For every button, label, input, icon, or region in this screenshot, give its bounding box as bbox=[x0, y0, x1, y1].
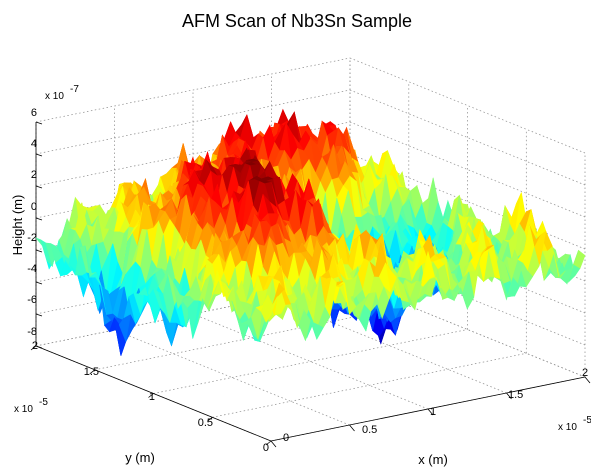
z-tick: -2 bbox=[27, 232, 37, 244]
x-tick: 0 bbox=[283, 432, 289, 444]
z-tick-mark bbox=[35, 313, 43, 317]
y-tick-mark bbox=[265, 440, 272, 446]
floor-grid-line bbox=[94, 305, 409, 371]
x-axis-label: x (m) bbox=[418, 452, 448, 467]
y-exponent-base: x 10 bbox=[14, 404, 33, 415]
wall-grid-line bbox=[349, 57, 586, 154]
z-tick: -4 bbox=[27, 263, 37, 275]
z-tick-mark bbox=[35, 185, 43, 189]
x-exponent-base: x 10 bbox=[558, 422, 577, 433]
wall-grid-line bbox=[35, 57, 351, 123]
wall-grid-line bbox=[35, 121, 351, 187]
y-tick-mark bbox=[148, 393, 154, 398]
y-tick: 1.5 bbox=[84, 366, 99, 378]
x-tick-mark bbox=[427, 408, 434, 416]
z-tick: 4 bbox=[31, 138, 37, 150]
y-axis-label: y (m) bbox=[125, 450, 155, 465]
x-exponent: x 10 -5 bbox=[558, 415, 591, 433]
x-tick: 1 bbox=[430, 406, 436, 418]
z-exponent-base: x 10 bbox=[45, 91, 64, 102]
y-tick: 0.5 bbox=[198, 417, 213, 429]
y-tick-mark bbox=[89, 369, 96, 375]
y-tick-mark bbox=[207, 416, 213, 422]
z-exponent-power: -7 bbox=[70, 84, 79, 95]
surface-patch bbox=[311, 323, 324, 341]
floor-grid-line bbox=[153, 329, 468, 394]
z-tick-mark bbox=[35, 217, 43, 221]
z-tick-mark bbox=[35, 249, 43, 253]
x-tick: 1.5 bbox=[508, 389, 523, 401]
z-tick: -8 bbox=[27, 326, 37, 338]
y-tick-labels: 2 1.5 1 0.5 0 bbox=[32, 340, 269, 454]
y-tick: 2 bbox=[32, 340, 38, 352]
z-tick-mark bbox=[35, 345, 43, 349]
z-tick-mark bbox=[35, 281, 43, 285]
x-tick: 2 bbox=[582, 367, 588, 379]
surface-mesh bbox=[35, 108, 586, 356]
z-tick: 0 bbox=[31, 201, 37, 213]
z-tick-mark bbox=[35, 153, 43, 157]
z-exponent: x 10 -7 bbox=[45, 84, 79, 102]
x-tick: 0.5 bbox=[362, 424, 377, 436]
x-tick-mark bbox=[506, 392, 512, 400]
axes-box bbox=[30, 121, 591, 448]
x-tick-mark bbox=[270, 440, 277, 448]
z-tick-mark bbox=[35, 121, 43, 125]
y-exponent-power: -5 bbox=[39, 397, 48, 408]
z-axis-label: Height (m) bbox=[10, 195, 25, 256]
z-tick-labels: 6 4 2 0 -2 -4 -6 -8 bbox=[27, 107, 37, 338]
y-tick: 0 bbox=[263, 442, 269, 454]
z-tick: 2 bbox=[31, 169, 37, 181]
z-tick: -6 bbox=[27, 294, 37, 306]
x-exponent-power: -5 bbox=[583, 415, 591, 426]
surface-patch bbox=[265, 296, 278, 323]
floor-grid-line bbox=[212, 352, 527, 418]
chart-title: AFM Scan of Nb3Sn Sample bbox=[182, 11, 412, 31]
x-tick-labels: 0 0.5 1 1.5 2 bbox=[283, 367, 588, 444]
y-tick: 1 bbox=[149, 391, 155, 403]
y-tick-mark bbox=[30, 345, 37, 351]
wall-grid-line bbox=[35, 89, 351, 155]
x-tick-mark bbox=[584, 376, 591, 384]
x-tick-mark bbox=[349, 424, 355, 432]
z-tick: 6 bbox=[31, 107, 37, 119]
y-exponent: x 10 -5 bbox=[14, 397, 48, 415]
